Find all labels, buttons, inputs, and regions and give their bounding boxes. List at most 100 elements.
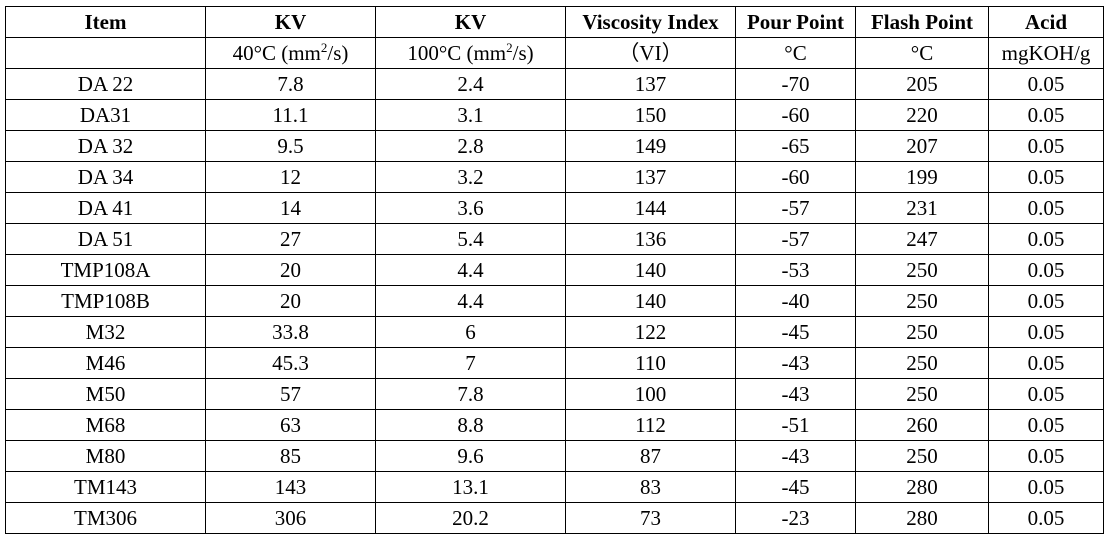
cell-viscosity-index: 112 <box>565 409 736 441</box>
unit-pour-point: °C <box>735 37 856 69</box>
cell-viscosity-index: 150 <box>565 99 736 131</box>
cell-kv-100: 2.8 <box>375 130 566 162</box>
cell-item: TM306 <box>5 502 206 534</box>
cell-acid: 0.05 <box>988 471 1104 503</box>
cell-flash-point: 260 <box>855 409 989 441</box>
cell-viscosity-index: 144 <box>565 192 736 224</box>
unit-vi: （VI） <box>565 37 736 69</box>
table-row: M32 33.8 6 122 -45 250 0.05 <box>5 316 1104 348</box>
cell-pour-point: -57 <box>735 223 856 255</box>
header-viscosity-index: Viscosity Index <box>565 6 736 38</box>
cell-kv-40: 12 <box>205 161 376 193</box>
cell-viscosity-index: 122 <box>565 316 736 348</box>
cell-item: M32 <box>5 316 206 348</box>
cell-flash-point: 205 <box>855 68 989 100</box>
cell-kv-40: 57 <box>205 378 376 410</box>
unit-kv-100-sup: 2 <box>506 40 513 55</box>
unit-kv-100: 100°C (mm2/s) <box>375 37 566 69</box>
cell-item: DA 51 <box>5 223 206 255</box>
cell-kv-40: 85 <box>205 440 376 472</box>
cell-acid: 0.05 <box>988 192 1104 224</box>
cell-acid: 0.05 <box>988 440 1104 472</box>
cell-flash-point: 250 <box>855 254 989 286</box>
header-row-units: 40°C (mm2/s) 100°C (mm2/s) （VI） °C °C mg… <box>5 37 1104 69</box>
cell-flash-point: 280 <box>855 502 989 534</box>
cell-kv-100: 8.8 <box>375 409 566 441</box>
table-row: M80 85 9.6 87 -43 250 0.05 <box>5 440 1104 472</box>
header-item: Item <box>5 6 206 38</box>
cell-pour-point: -40 <box>735 285 856 317</box>
unit-acid: mgKOH/g <box>988 37 1104 69</box>
cell-kv-100: 7.8 <box>375 378 566 410</box>
cell-kv-40: 14 <box>205 192 376 224</box>
cell-viscosity-index: 110 <box>565 347 736 379</box>
cell-kv-40: 143 <box>205 471 376 503</box>
table-row: TM143 143 13.1 83 -45 280 0.05 <box>5 471 1104 503</box>
table-row: DA 51 27 5.4 136 -57 247 0.05 <box>5 223 1104 255</box>
cell-flash-point: 250 <box>855 440 989 472</box>
cell-pour-point: -53 <box>735 254 856 286</box>
cell-kv-100: 13.1 <box>375 471 566 503</box>
cell-kv-40: 20 <box>205 254 376 286</box>
cell-acid: 0.05 <box>988 285 1104 317</box>
cell-kv-40: 45.3 <box>205 347 376 379</box>
cell-viscosity-index: 140 <box>565 285 736 317</box>
cell-kv-100: 6 <box>375 316 566 348</box>
cell-flash-point: 220 <box>855 99 989 131</box>
table-row: TMP108A 20 4.4 140 -53 250 0.05 <box>5 254 1104 286</box>
cell-kv-100: 7 <box>375 347 566 379</box>
cell-acid: 0.05 <box>988 99 1104 131</box>
cell-viscosity-index: 140 <box>565 254 736 286</box>
cell-kv-40: 7.8 <box>205 68 376 100</box>
table-row: DA 34 12 3.2 137 -60 199 0.05 <box>5 161 1104 193</box>
cell-item: TMP108A <box>5 254 206 286</box>
cell-viscosity-index: 149 <box>565 130 736 162</box>
cell-item: DA 34 <box>5 161 206 193</box>
cell-kv-100: 2.4 <box>375 68 566 100</box>
lubricant-properties-table: Item KV KV Viscosity Index Pour Point Fl… <box>5 6 1104 534</box>
cell-item: M46 <box>5 347 206 379</box>
cell-item: TM143 <box>5 471 206 503</box>
cell-item: M50 <box>5 378 206 410</box>
cell-kv-100: 5.4 <box>375 223 566 255</box>
table-body: Item KV KV Viscosity Index Pour Point Fl… <box>5 6 1104 534</box>
cell-viscosity-index: 73 <box>565 502 736 534</box>
header-flash-point: Flash Point <box>855 6 989 38</box>
cell-item: M80 <box>5 440 206 472</box>
cell-flash-point: 250 <box>855 378 989 410</box>
unit-flash-point: °C <box>855 37 989 69</box>
cell-pour-point: -45 <box>735 471 856 503</box>
cell-viscosity-index: 83 <box>565 471 736 503</box>
header-pour-point: Pour Point <box>735 6 856 38</box>
cell-viscosity-index: 137 <box>565 68 736 100</box>
table-row: DA 41 14 3.6 144 -57 231 0.05 <box>5 192 1104 224</box>
cell-acid: 0.05 <box>988 161 1104 193</box>
cell-viscosity-index: 137 <box>565 161 736 193</box>
cell-kv-40: 11.1 <box>205 99 376 131</box>
table-row: M68 63 8.8 112 -51 260 0.05 <box>5 409 1104 441</box>
unit-item <box>5 37 206 69</box>
cell-kv-100: 20.2 <box>375 502 566 534</box>
cell-viscosity-index: 87 <box>565 440 736 472</box>
cell-flash-point: 247 <box>855 223 989 255</box>
cell-acid: 0.05 <box>988 502 1104 534</box>
cell-kv-100: 3.1 <box>375 99 566 131</box>
cell-flash-point: 250 <box>855 285 989 317</box>
cell-acid: 0.05 <box>988 68 1104 100</box>
table-container: Item KV KV Viscosity Index Pour Point Fl… <box>5 6 1104 534</box>
header-kv-100: KV <box>375 6 566 38</box>
cell-pour-point: -57 <box>735 192 856 224</box>
cell-kv-100: 3.6 <box>375 192 566 224</box>
cell-flash-point: 280 <box>855 471 989 503</box>
cell-kv-40: 20 <box>205 285 376 317</box>
cell-pour-point: -60 <box>735 99 856 131</box>
cell-pour-point: -70 <box>735 68 856 100</box>
cell-item: DA 41 <box>5 192 206 224</box>
cell-acid: 0.05 <box>988 316 1104 348</box>
cell-flash-point: 199 <box>855 161 989 193</box>
table-row: TM306 306 20.2 73 -23 280 0.05 <box>5 502 1104 534</box>
table-row: DA 32 9.5 2.8 149 -65 207 0.05 <box>5 130 1104 162</box>
cell-flash-point: 207 <box>855 130 989 162</box>
cell-pour-point: -23 <box>735 502 856 534</box>
table-row: DA31 11.1 3.1 150 -60 220 0.05 <box>5 99 1104 131</box>
